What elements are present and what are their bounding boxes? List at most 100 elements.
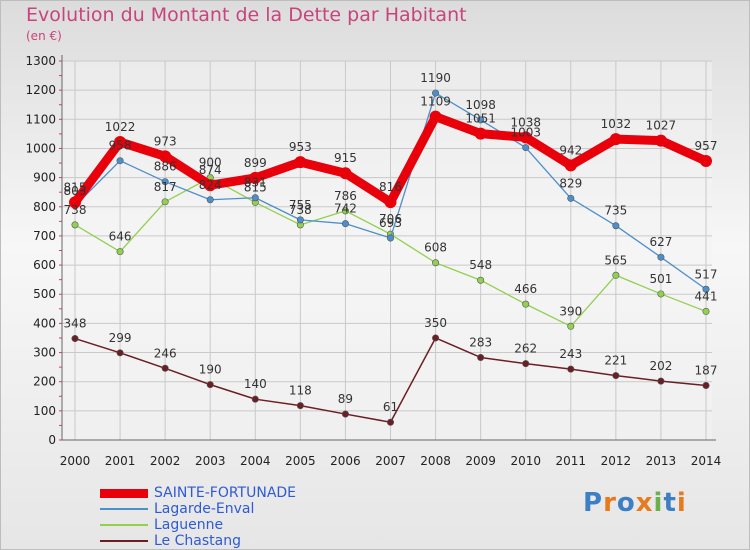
y-tick-label: 500 bbox=[33, 287, 56, 301]
data-point bbox=[161, 178, 169, 186]
y-tick-label: 0 bbox=[48, 433, 56, 447]
data-point bbox=[429, 110, 442, 123]
data-point bbox=[657, 290, 665, 298]
data-label: 646 bbox=[109, 230, 132, 244]
data-point bbox=[386, 234, 394, 242]
data-label: 786 bbox=[334, 189, 357, 203]
data-label: 89 bbox=[338, 392, 353, 406]
x-tick-label: 2012 bbox=[601, 454, 632, 468]
data-label: 202 bbox=[649, 359, 672, 373]
data-point bbox=[567, 194, 575, 202]
data-point bbox=[159, 150, 172, 163]
data-point bbox=[341, 207, 349, 215]
y-tick-label: 400 bbox=[33, 316, 56, 330]
data-point bbox=[432, 334, 440, 342]
data-point bbox=[477, 116, 485, 124]
data-label: 350 bbox=[424, 316, 447, 330]
data-point bbox=[567, 365, 575, 373]
x-tick-label: 2008 bbox=[420, 454, 451, 468]
data-label: 118 bbox=[289, 384, 312, 398]
data-point bbox=[161, 198, 169, 206]
data-label: 466 bbox=[514, 282, 537, 296]
data-point bbox=[612, 372, 620, 380]
data-label: 262 bbox=[514, 342, 537, 356]
data-label: 299 bbox=[109, 331, 132, 345]
data-point bbox=[609, 133, 622, 146]
y-tick-label: 100 bbox=[33, 404, 56, 418]
data-label: 221 bbox=[604, 354, 627, 368]
data-label: 565 bbox=[604, 253, 627, 267]
data-point bbox=[700, 154, 712, 167]
x-tick-label: 2011 bbox=[556, 454, 587, 468]
data-point bbox=[654, 134, 667, 147]
chart-title: Evolution du Montant de la Dette par Hab… bbox=[26, 4, 467, 26]
data-point bbox=[657, 377, 665, 385]
legend-label: Le Chastang bbox=[154, 533, 241, 549]
x-tick-label: 2014 bbox=[691, 454, 722, 468]
data-label: 283 bbox=[469, 335, 492, 349]
logo-letter: t bbox=[663, 488, 677, 518]
data-point bbox=[612, 222, 620, 230]
x-tick-label: 2007 bbox=[375, 454, 406, 468]
x-tick-label: 2004 bbox=[240, 454, 271, 468]
data-label: 958 bbox=[109, 139, 132, 153]
data-point bbox=[432, 89, 440, 97]
data-label: 886 bbox=[154, 160, 177, 174]
data-label: 815 bbox=[244, 180, 267, 194]
data-label: 953 bbox=[289, 140, 312, 154]
data-label: 1109 bbox=[420, 95, 451, 109]
data-point bbox=[296, 216, 304, 224]
data-label: 61 bbox=[383, 400, 398, 414]
data-label: 608 bbox=[424, 241, 447, 255]
data-label: 348 bbox=[64, 317, 87, 331]
data-point bbox=[341, 410, 349, 418]
proxiti-logo: Proxiti bbox=[583, 488, 687, 518]
legend-label: Laguenne bbox=[154, 517, 224, 533]
data-label: 693 bbox=[379, 216, 402, 230]
y-tick-label: 1300 bbox=[25, 54, 56, 68]
legend-swatch bbox=[100, 540, 148, 542]
legend-label: SAINTE-FORTUNADE bbox=[154, 485, 297, 501]
data-point bbox=[522, 144, 530, 152]
y-tick-label: 1200 bbox=[25, 83, 56, 97]
data-point bbox=[522, 300, 530, 308]
y-tick-label: 700 bbox=[33, 229, 56, 243]
data-point bbox=[519, 131, 532, 144]
data-point bbox=[71, 221, 79, 229]
data-label: 755 bbox=[289, 198, 312, 212]
data-label: 1190 bbox=[420, 71, 451, 85]
data-label: 899 bbox=[244, 156, 267, 170]
y-tick-label: 200 bbox=[33, 375, 56, 389]
data-point bbox=[71, 335, 79, 343]
data-label: 742 bbox=[334, 202, 357, 216]
data-point bbox=[339, 167, 352, 180]
data-label: 803 bbox=[64, 184, 87, 198]
data-point bbox=[251, 395, 259, 403]
data-label: 915 bbox=[334, 151, 357, 165]
x-tick-label: 2001 bbox=[105, 454, 136, 468]
data-point bbox=[474, 127, 487, 140]
data-point bbox=[702, 285, 710, 293]
data-label: 501 bbox=[649, 272, 672, 286]
y-tick-label: 800 bbox=[33, 200, 56, 214]
data-label: 816 bbox=[379, 180, 402, 194]
data-point bbox=[249, 171, 262, 184]
data-label: 517 bbox=[695, 267, 718, 281]
data-label: 900 bbox=[199, 156, 222, 170]
legend-label: Lagarde-Enval bbox=[154, 501, 255, 517]
data-point bbox=[477, 353, 485, 361]
data-label: 140 bbox=[244, 377, 267, 391]
legend-swatch bbox=[100, 508, 148, 510]
data-label: 1051 bbox=[465, 112, 496, 126]
data-point bbox=[384, 196, 397, 209]
data-label: 973 bbox=[154, 134, 177, 148]
y-tick-label: 300 bbox=[33, 346, 56, 360]
data-point bbox=[612, 271, 620, 279]
data-label: 817 bbox=[154, 180, 177, 194]
data-label: 187 bbox=[695, 363, 718, 377]
data-label: 738 bbox=[64, 203, 87, 217]
data-point bbox=[204, 179, 217, 192]
data-label: 1032 bbox=[601, 117, 632, 131]
data-point bbox=[432, 259, 440, 267]
